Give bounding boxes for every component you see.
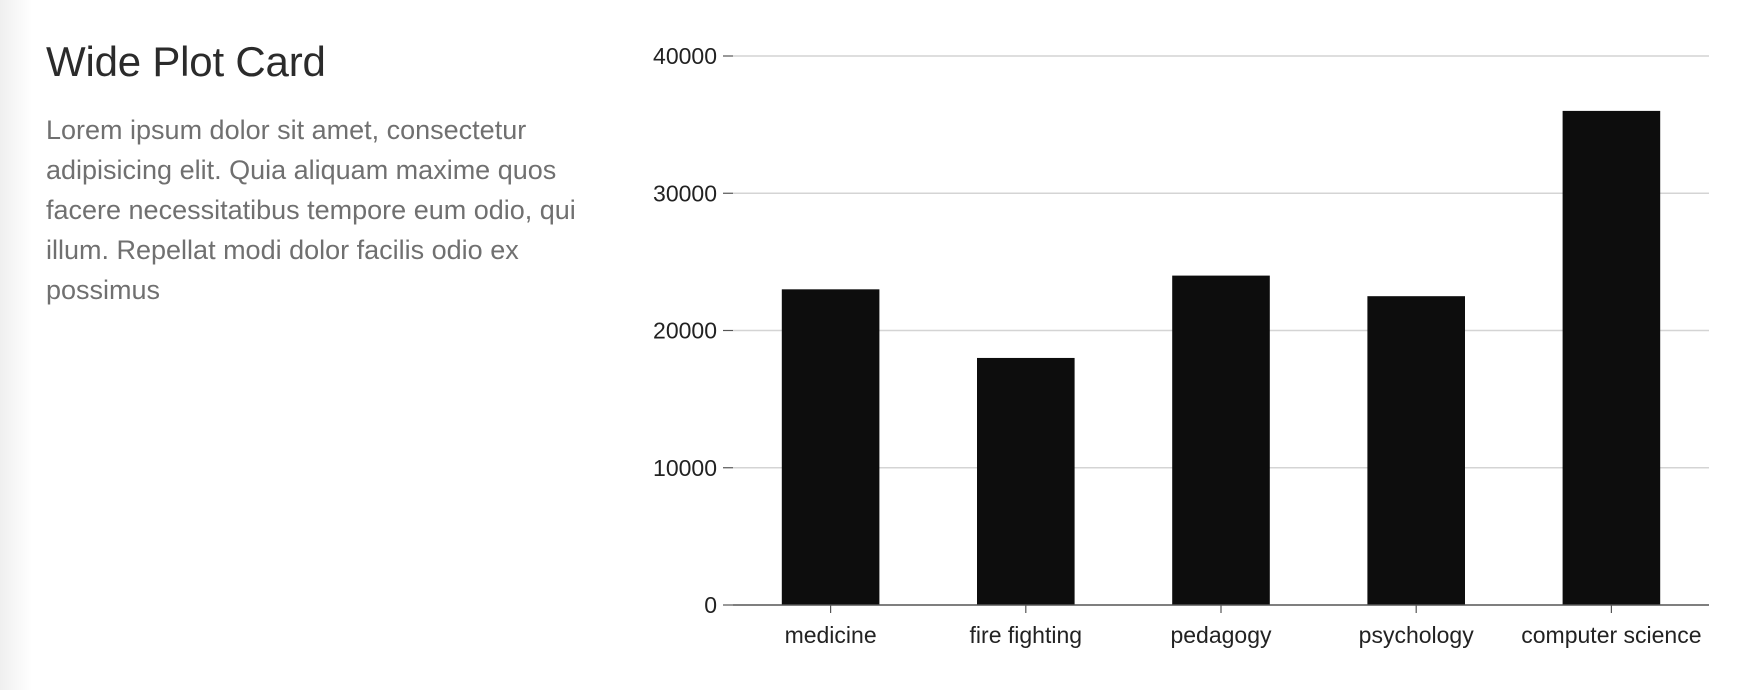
x-tick-label: medicine [785, 622, 877, 648]
card-text-column: Wide Plot Card Lorem ipsum dolor sit ame… [46, 34, 616, 310]
tick-labels: 0 10000 20000 30000 40000 medicine fire fighti… [653, 43, 1701, 648]
card-description: Lorem ipsum dolor sit amet, consectetur … [46, 115, 576, 305]
y-tick-label: 0 [704, 592, 717, 618]
y-tick-label: 20000 [653, 318, 717, 344]
axes [723, 55, 1709, 613]
x-tick-label: computer science [1521, 622, 1701, 648]
bar-computer-science [1562, 110, 1661, 606]
bar-psychology [1367, 296, 1465, 605]
bar-medicine [781, 289, 880, 605]
bars [781, 110, 1661, 606]
x-tick-label: psychology [1359, 622, 1475, 648]
card-title: Wide Plot Card [46, 38, 326, 85]
x-tick-label: pedagogy [1170, 622, 1272, 648]
left-edge-shadow [0, 0, 32, 690]
y-tick-label: 40000 [653, 43, 717, 69]
y-tick-label: 10000 [653, 455, 717, 481]
x-tick-label: fire fighting [970, 622, 1083, 648]
y-tick-label: 30000 [653, 180, 717, 206]
bar-pedagogy [1172, 275, 1270, 605]
bar-fire-fighting [977, 357, 1075, 605]
